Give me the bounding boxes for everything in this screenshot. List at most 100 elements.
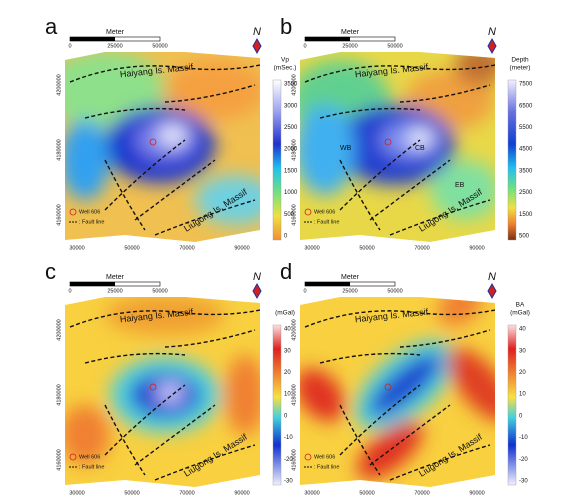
colorbar-title: BA [516,302,525,309]
map [300,52,495,242]
scale-bar-tick: 25000 [107,43,122,49]
fault-line [389,444,491,481]
legend-entry: : Fault line [79,464,104,470]
y-tick-label: 4200000 [56,74,62,95]
colorbar-tick-label: 2500 [284,125,298,131]
north-arrow [487,282,497,300]
map-field [300,297,495,480]
scale-bar-tick: 0 [303,288,306,294]
fault-line [164,84,256,103]
colorbar-tick-label: 3500 [519,168,533,174]
colorbar-title: (mGal) [510,310,530,317]
fault-line [154,199,256,236]
x-tick-label: 50000 [359,245,374,251]
colorbar [507,79,517,241]
well-marker [384,383,392,391]
x-tick-label: 30000 [69,245,84,251]
colorbar-tick-label: 3000 [284,103,298,109]
basin-label: WB [340,145,352,152]
north-arrow [487,37,497,55]
colorbar-tick-label: 30 [284,348,291,354]
north-label: N [253,271,261,283]
x-tick-label: 50000 [124,490,139,496]
scale-bar-tick: 50000 [387,43,402,49]
scale-bar [69,281,161,287]
colorbar-tick-label: 1500 [519,212,533,218]
y-tick-label: 4180000 [56,384,62,405]
fault-line [339,159,381,231]
map-blob [455,52,495,85]
x-tick-label: 30000 [304,245,319,251]
north-label: N [488,26,496,38]
map-blob [369,353,441,417]
y-tick-label: 4180000 [56,139,62,160]
x-tick-label: 70000 [179,490,194,496]
legend-entry: Well 606 [79,209,100,215]
scale-bar-tick: 50000 [152,288,167,294]
north-label: N [253,26,261,38]
scale-bar-tick: 50000 [152,43,167,49]
x-tick-label: 30000 [304,490,319,496]
colorbar-tick-label: 20 [284,370,291,376]
colorbar-title: (meter) [510,65,531,72]
panel-label: d [280,259,292,284]
map-blob [437,297,483,327]
map [65,52,260,242]
fault-line [164,329,256,348]
x-tick-label: 50000 [359,490,374,496]
x-tick-label: 90000 [469,490,484,496]
y-tick-label: 4180000 [291,139,297,160]
colorbar-tick-label: -30 [284,479,293,485]
scale-bar [304,36,396,42]
colorbar-tick-label: 7500 [519,82,533,88]
well-marker [149,138,157,146]
fault-line [369,159,451,221]
colorbar-tick-label: 0 [284,413,288,419]
colorbar-tick-label: 3500 [284,82,298,88]
fault-line [369,404,451,466]
map-blob [430,160,495,220]
x-tick-label: 70000 [179,245,194,251]
colorbar-tick-label: 500 [284,212,295,218]
basin-label: EB [455,182,465,189]
colorbar-title: (mSec.) [274,65,297,72]
colorbar-title: Vp [281,57,289,64]
colorbar-tick-label: 0 [284,234,288,240]
scale-bar-tick: 25000 [342,43,357,49]
x-tick-label: 90000 [469,245,484,251]
map-blob [65,52,165,130]
scale-bar-tick: 25000 [342,288,357,294]
map [300,297,495,487]
map-field [65,52,260,225]
fault-line [389,199,491,236]
legend-well-icon [69,453,77,461]
colorbar-tick-label: -20 [284,457,293,463]
map-blob [165,60,260,120]
fault-line [399,84,491,103]
legend-entry: : Fault line [314,464,339,470]
fault-line [134,159,216,221]
well-marker [384,138,392,146]
map-blob [65,120,110,200]
colorbar [507,324,517,486]
colorbar [272,324,282,486]
fault-line [339,384,421,456]
scale-bar-title: Meter [106,29,125,36]
colorbar-tick-label: 6500 [519,103,533,109]
map-blob [195,175,260,225]
y-tick-label: 4200000 [291,74,297,95]
map-blob [225,355,260,435]
scale-bar-tick: 25000 [107,288,122,294]
y-tick-label: 4160000 [291,449,297,470]
x-tick-label: 50000 [124,245,139,251]
legend-entry: Well 606 [79,454,100,460]
panel-label: b [280,14,292,39]
x-tick-label: 30000 [69,490,84,496]
panel-label: a [45,14,58,39]
map [65,297,260,487]
map-blob [156,383,184,403]
colorbar-tick-label: 10 [284,392,291,398]
